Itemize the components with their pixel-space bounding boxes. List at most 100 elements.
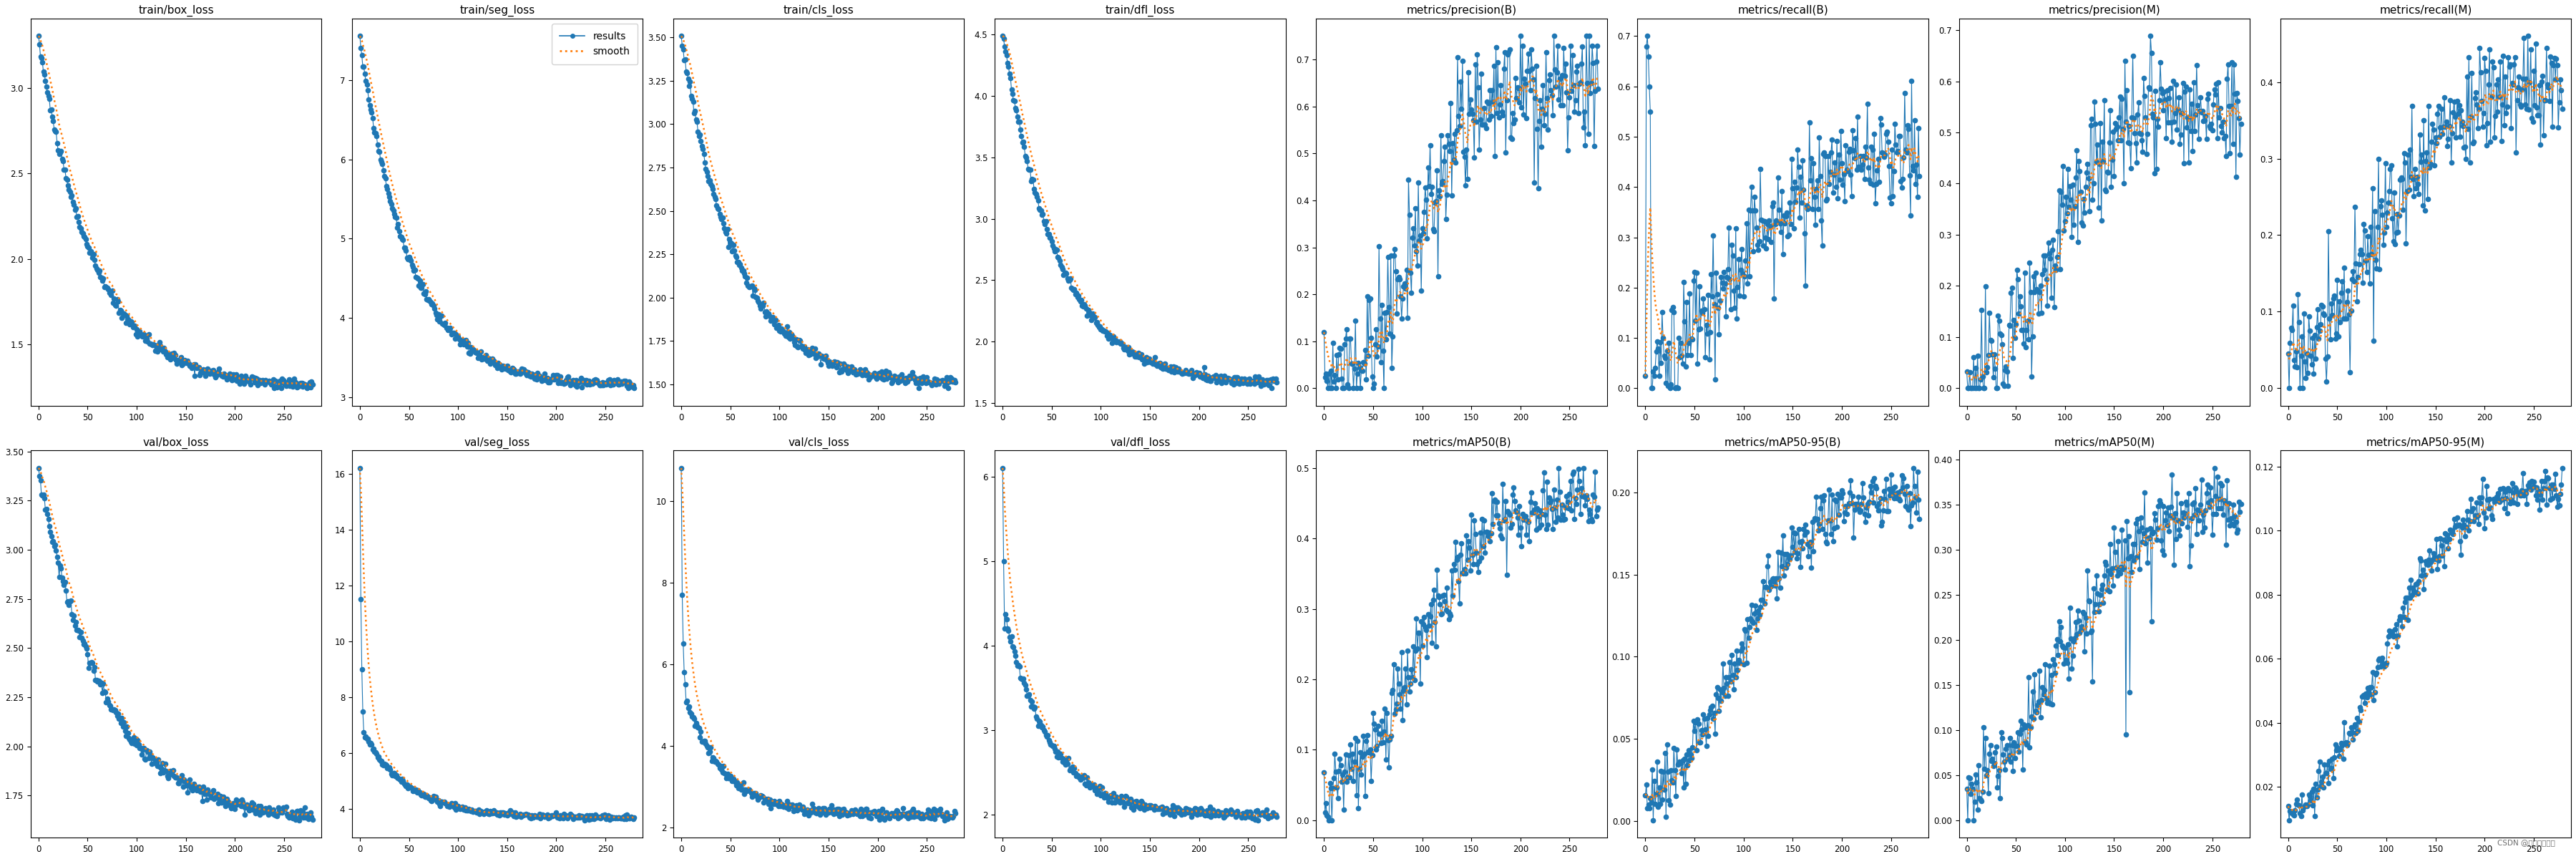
results (2179, 483, 2210, 493)
results (1631, 371, 1662, 381)
smooth (477, 807, 507, 818)
smooth (386, 771, 417, 781)
smooth (1329, 366, 1360, 376)
smooth (2272, 349, 2303, 359)
smooth (1479, 95, 1510, 106)
smooth (1352, 753, 1383, 764)
results (1631, 790, 1662, 801)
Line: smooth: smooth (1646, 145, 1919, 376)
results (1213, 808, 1244, 819)
smooth (1144, 802, 1175, 813)
smooth (618, 813, 649, 823)
smooth (1213, 374, 1244, 384)
results (1860, 198, 1891, 209)
smooth (572, 812, 603, 822)
results (933, 383, 963, 393)
smooth (1888, 484, 1919, 495)
Title: metrics/precision(B): metrics/precision(B) (1406, 5, 1517, 15)
smooth (155, 348, 185, 358)
smooth (2442, 525, 2473, 535)
results (345, 463, 376, 473)
results (1994, 320, 2025, 331)
results (1857, 180, 1888, 190)
Line: results: results (1321, 466, 1600, 823)
smooth (2110, 558, 2141, 569)
smooth (1239, 811, 1270, 821)
smooth (708, 758, 739, 768)
results (64, 223, 95, 234)
smooth (891, 375, 922, 385)
results (618, 383, 649, 393)
smooth (1466, 547, 1497, 557)
smooth (938, 811, 969, 821)
Title: metrics/mAP50-95(B): metrics/mAP50-95(B) (1723, 437, 1842, 448)
results (1904, 514, 1935, 524)
results (1788, 185, 1819, 195)
results (1352, 291, 1383, 302)
smooth (1631, 790, 1662, 801)
results (1638, 815, 1669, 825)
results (513, 370, 544, 381)
results (574, 814, 605, 825)
results (1953, 815, 1984, 825)
smooth (1479, 521, 1510, 532)
Line: results: results (358, 466, 636, 823)
results (1311, 383, 1342, 393)
smooth (2182, 105, 2213, 115)
Title: metrics/recall(B): metrics/recall(B) (1739, 5, 1829, 15)
smooth (799, 344, 829, 355)
smooth (822, 357, 853, 368)
smooth (2275, 354, 2306, 364)
results (1860, 473, 1891, 484)
smooth (1860, 491, 1891, 502)
smooth (1636, 795, 1667, 805)
smooth (2499, 76, 2530, 87)
smooth (1262, 810, 1293, 820)
smooth (1535, 92, 1566, 102)
smooth (940, 376, 971, 387)
results (2501, 95, 2532, 106)
results (1144, 359, 1175, 369)
smooth (1788, 544, 1819, 554)
results (2316, 299, 2347, 309)
results (1765, 205, 1795, 216)
smooth (1118, 797, 1149, 807)
Title: metrics/precision(M): metrics/precision(M) (2048, 5, 2161, 15)
smooth (569, 812, 600, 822)
Title: metrics/mAP50(B): metrics/mAP50(B) (1412, 437, 1512, 448)
results (155, 766, 185, 777)
results (1144, 804, 1175, 814)
smooth (2548, 484, 2576, 494)
results (345, 31, 376, 41)
smooth (1157, 362, 1188, 373)
smooth (2532, 482, 2563, 492)
results (1535, 495, 1566, 505)
smooth (987, 31, 1018, 41)
Line: results: results (2285, 466, 2566, 823)
results (250, 380, 281, 390)
results (572, 375, 603, 386)
results (250, 806, 281, 816)
smooth (1157, 806, 1188, 816)
smooth (822, 806, 853, 816)
smooth (1216, 374, 1247, 384)
results (1904, 171, 1935, 181)
results (572, 810, 603, 820)
results (513, 810, 544, 820)
smooth (2272, 801, 2303, 812)
results (1262, 812, 1293, 822)
smooth (2501, 490, 2532, 501)
smooth (891, 809, 922, 819)
results (1118, 797, 1149, 807)
Line: smooth: smooth (1002, 36, 1278, 382)
smooth (1538, 504, 1569, 515)
results (2512, 31, 2543, 41)
Line: results: results (36, 34, 314, 391)
results (708, 760, 739, 771)
smooth (250, 376, 281, 387)
results (2226, 119, 2257, 130)
smooth (1440, 149, 1471, 160)
Line: smooth: smooth (1324, 490, 1597, 797)
Title: train/cls_loss: train/cls_loss (783, 5, 855, 16)
Title: metrics/mAP50-95(M): metrics/mAP50-95(M) (2367, 437, 2486, 448)
